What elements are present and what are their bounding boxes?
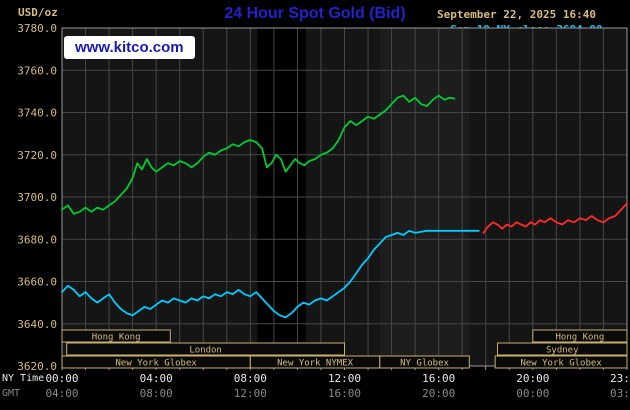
session-box-label: London (189, 346, 222, 356)
x-tick-gmt-label: 00:00 (516, 387, 549, 400)
session-box (532, 329, 628, 343)
x-tick-gmt-label: 04:00 (45, 387, 78, 400)
series-line-0 (61, 229, 480, 319)
session-box-label: New York Globex (116, 359, 198, 369)
y-tick-label: 3780.0 (17, 22, 57, 35)
x-tick-gmt-label: 03:59 (610, 387, 630, 400)
x-tick-gmt-label: 12:00 (234, 387, 267, 400)
x-tick-ny-label: 23:59 (610, 372, 630, 385)
y-tick-label: 3760.0 (17, 64, 57, 77)
x-tick-gmt-label: 16:00 (328, 387, 361, 400)
session-box-label: Hong Kong (556, 333, 605, 343)
y-tick-label: 3620.0 (17, 360, 57, 373)
x-tick-ny-label: 16:00 (422, 372, 455, 385)
session-box-label: New York Globex (520, 359, 602, 369)
session-box-label: NY Globex (400, 359, 449, 369)
y-tick-label: 3640.0 (17, 318, 57, 331)
x-tick-ny-label: 20:00 (516, 372, 549, 385)
series-line-2 (61, 94, 456, 215)
kitco-watermark-link[interactable]: www.kitco.com (64, 36, 195, 59)
session-box-label: Sydney (546, 346, 579, 356)
x-tick-ny-label: 00:00 (45, 372, 78, 385)
session-box-label: New York NYMEX (277, 359, 353, 369)
y-axis-unit-label: USD/oz (18, 6, 58, 19)
y-tick-label: 3700.0 (17, 191, 57, 204)
gmt-axis-label: GMT (2, 388, 21, 399)
session-box (497, 342, 628, 356)
x-tick-ny-label: 08:00 (234, 372, 267, 385)
ny-time-axis-label: NY Time (2, 373, 45, 384)
session-box (379, 355, 470, 369)
y-tick-label: 3740.0 (17, 107, 57, 120)
session-box (494, 355, 628, 369)
y-tick-label: 3680.0 (17, 233, 57, 246)
session-box (66, 342, 345, 356)
session-box (61, 329, 171, 343)
y-tick-label: 3660.0 (17, 276, 57, 289)
series-line-1 (482, 202, 628, 234)
y-tick-label: 3720.0 (17, 149, 57, 162)
x-tick-ny-label: 04:00 (140, 372, 173, 385)
chart-title: 24 Hour Spot Gold (Bid) (224, 5, 406, 22)
session-box-label: Hong Kong (92, 333, 141, 343)
x-tick-ny-label: 12:00 (328, 372, 361, 385)
x-tick-gmt-label: 20:00 (422, 387, 455, 400)
datetime-label: September 22, 2025 16:40 (437, 8, 596, 21)
x-tick-gmt-label: 08:00 (140, 387, 173, 400)
